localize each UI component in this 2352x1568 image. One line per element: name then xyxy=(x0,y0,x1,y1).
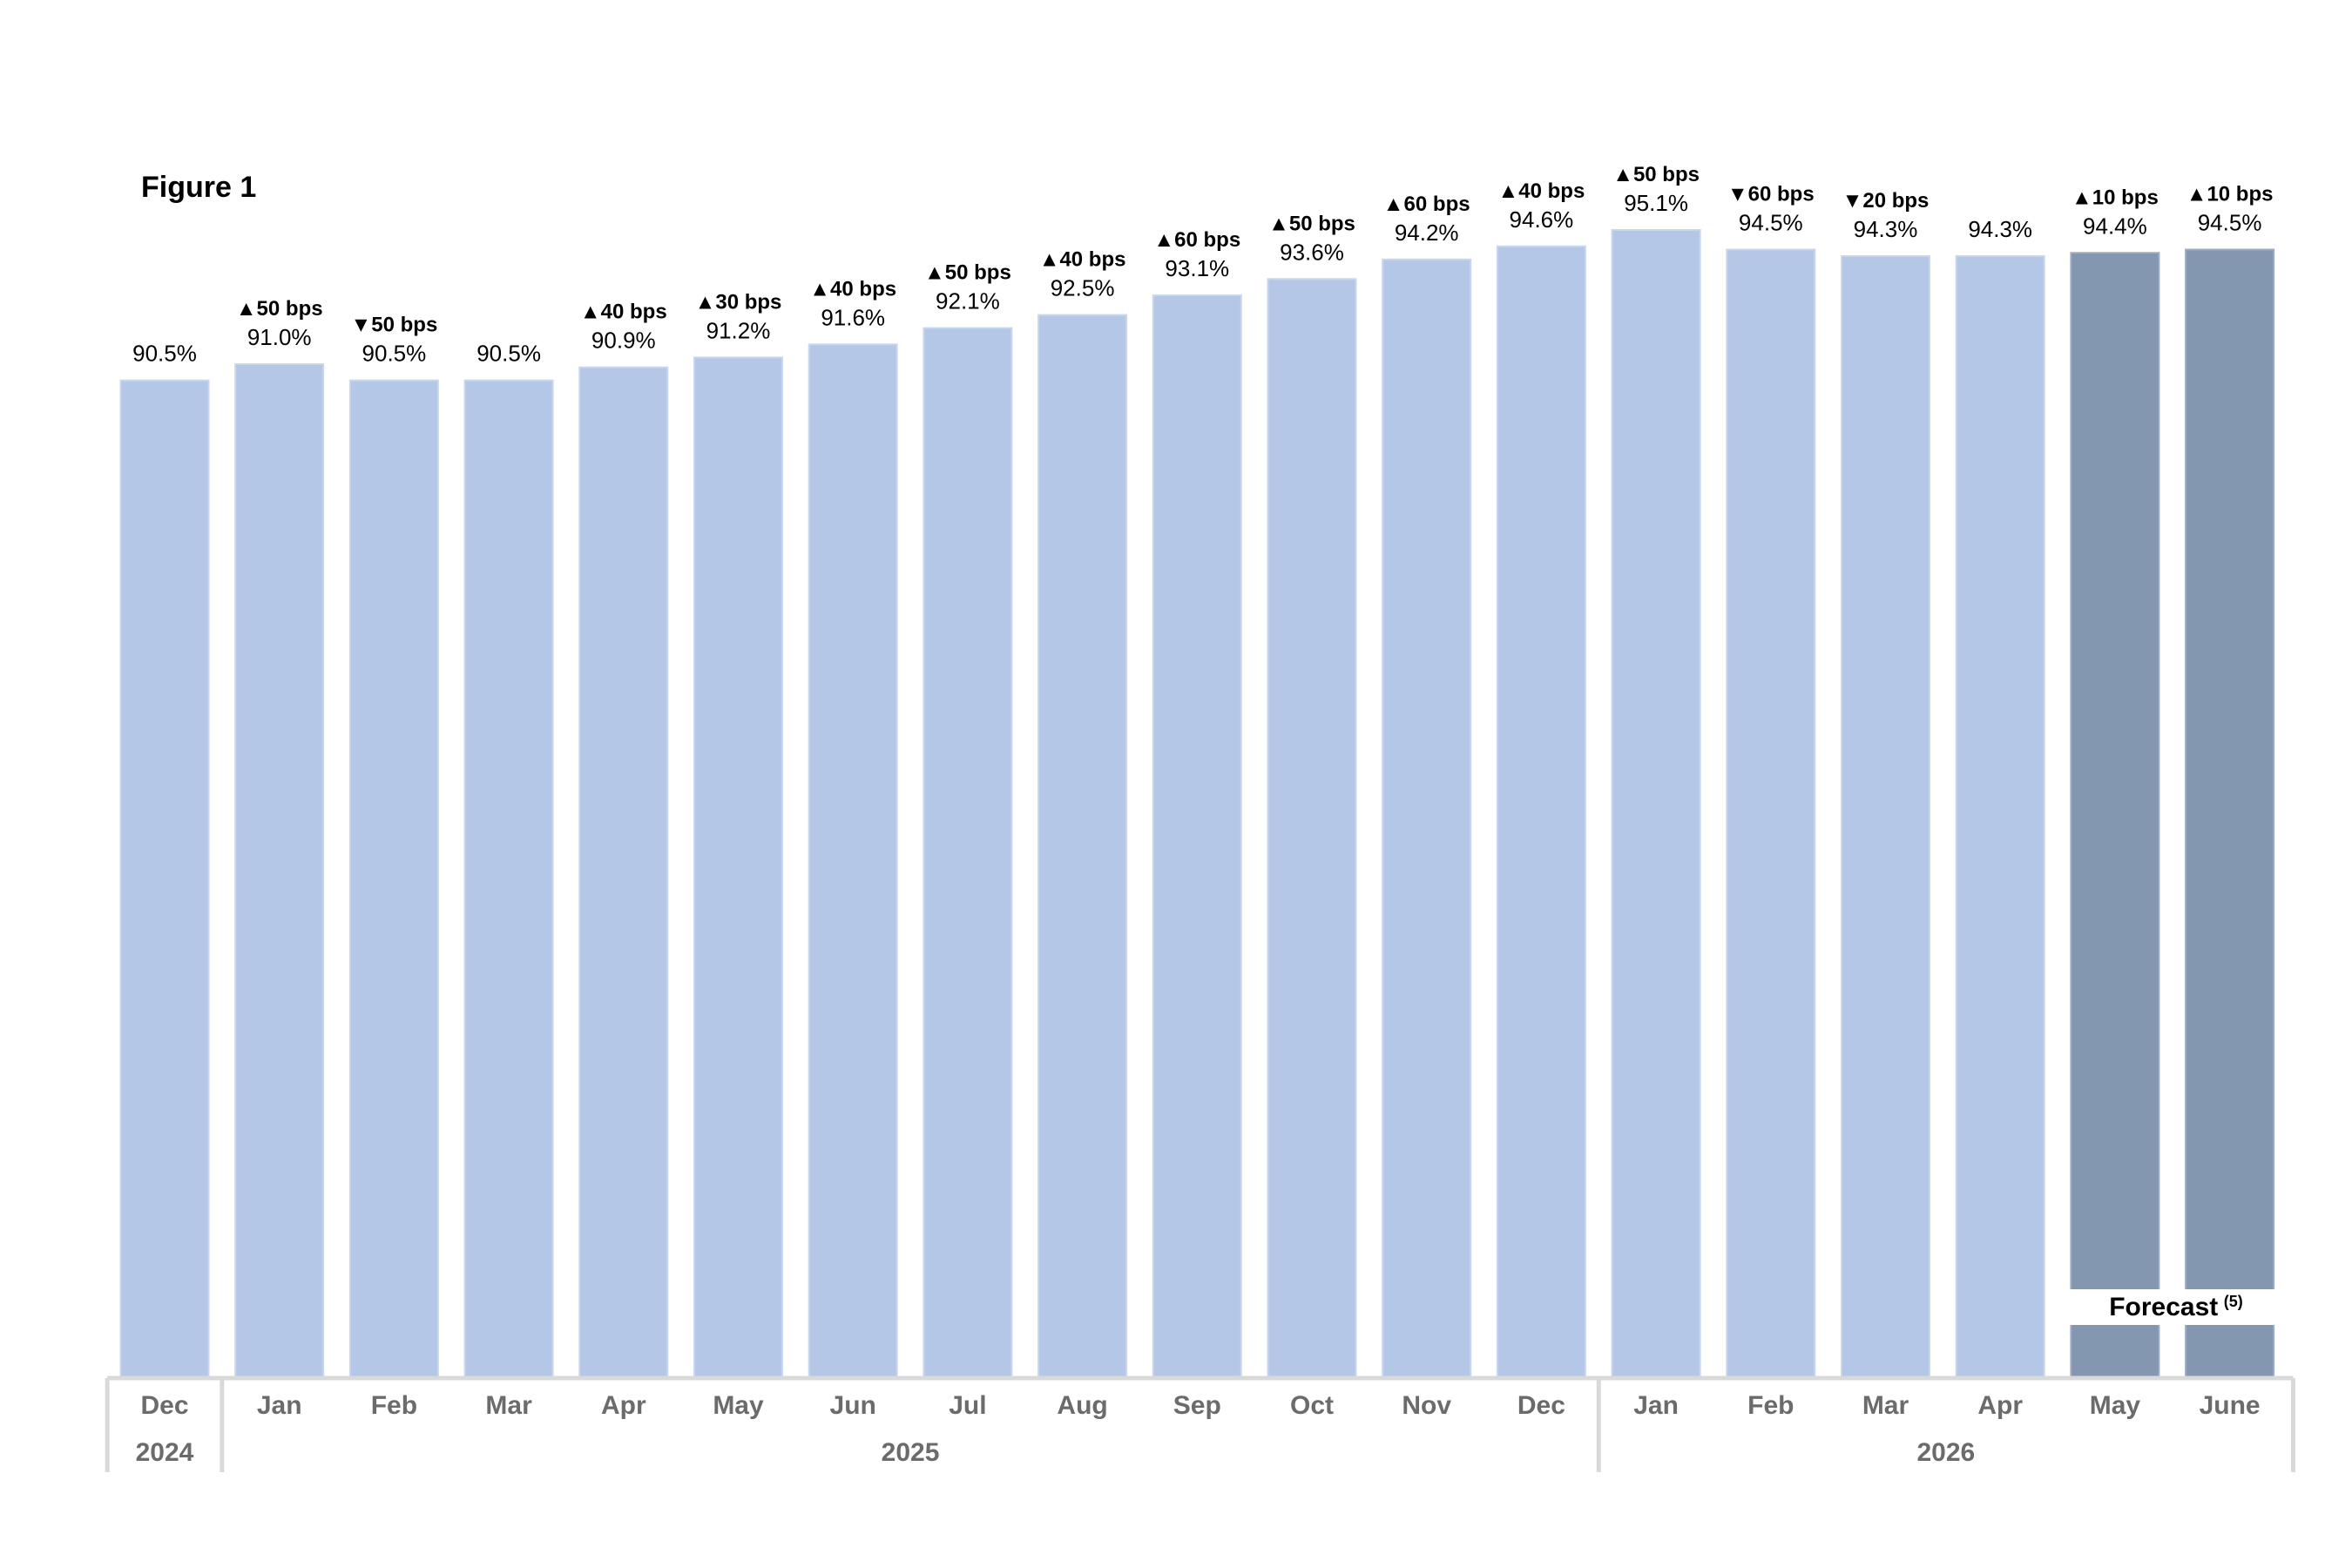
bar xyxy=(1726,248,1816,1379)
month-tick-label: Oct xyxy=(1290,1391,1334,1420)
value-label: 91.2% xyxy=(706,317,771,343)
value-label: 94.6% xyxy=(1510,206,1574,233)
change-label: ▼20 bps xyxy=(1842,189,1930,213)
value-label: 90.5% xyxy=(476,341,541,367)
change-label: ▲10 bps xyxy=(2072,186,2159,209)
forecast-band xyxy=(2067,1289,2278,1325)
month-tick-label: Mar xyxy=(1862,1391,1909,1420)
month-tick-label: Jun xyxy=(830,1391,876,1420)
change-label: ▲40 bps xyxy=(809,277,896,301)
year-label: 2024 xyxy=(136,1438,194,1467)
bar xyxy=(1841,255,1930,1379)
month-tick-label: Mar xyxy=(485,1391,532,1420)
month-tick-label: May xyxy=(713,1391,764,1420)
value-label: 93.6% xyxy=(1280,239,1344,265)
value-label: 94.5% xyxy=(2198,210,2262,236)
value-label: 93.1% xyxy=(1165,255,1229,281)
bar xyxy=(463,379,554,1380)
change-label: ▲40 bps xyxy=(1498,179,1585,203)
bar xyxy=(119,379,210,1380)
month-tick-label: May xyxy=(2090,1391,2141,1420)
change-label: ▲40 bps xyxy=(580,301,667,324)
month-tick-label: Jan xyxy=(257,1391,302,1420)
forecast-bar xyxy=(2185,248,2275,1379)
value-label: 95.1% xyxy=(1624,190,1688,216)
x-axis: Dec Jan Feb Mar Apr May Jun Jul Aug Sep Oct Nov Dec J… xyxy=(105,1375,2295,1472)
bar xyxy=(234,363,325,1379)
bar xyxy=(923,327,1013,1380)
value-label: 90.9% xyxy=(591,328,656,354)
forecast-label: Forecast xyxy=(2109,1293,2218,1321)
year-label: 2026 xyxy=(1916,1438,1975,1467)
month-tick-label: Jan xyxy=(1633,1391,1679,1420)
year-label: 2025 xyxy=(882,1438,940,1467)
value-label: 90.5% xyxy=(362,341,427,367)
change-label: ▲10 bps xyxy=(2186,183,2274,206)
month-tick-label: Dec xyxy=(140,1391,188,1420)
value-label: 91.6% xyxy=(821,304,885,330)
month-tick-label: Apr xyxy=(601,1391,646,1420)
bar xyxy=(1496,245,1586,1379)
bar xyxy=(348,379,439,1380)
month-tick-label: Apr xyxy=(1977,1391,2023,1420)
bar xyxy=(1382,258,1472,1379)
month-tick-label: Jul xyxy=(949,1391,986,1420)
month-tick-label: Sep xyxy=(1173,1391,1221,1420)
month-tick-label: Nov xyxy=(1402,1391,1451,1420)
month-tick-label: Feb xyxy=(1747,1391,1794,1420)
change-label: ▲50 bps xyxy=(924,261,1011,285)
bar xyxy=(1267,278,1357,1379)
change-label: ▲60 bps xyxy=(1153,228,1240,252)
bar xyxy=(578,366,669,1380)
bar xyxy=(808,343,898,1379)
value-label: 92.5% xyxy=(1051,275,1115,301)
labels-layer: Forecast (5) 90.5% 91.0% ▲50 bps 90.5% ▼50 bps… xyxy=(132,163,2278,1325)
value-label: 90.5% xyxy=(132,341,197,367)
bar xyxy=(1955,255,2045,1379)
change-label: ▲60 bps xyxy=(1383,193,1470,216)
value-label: 91.0% xyxy=(247,324,312,350)
value-label: 94.4% xyxy=(2083,213,2147,239)
change-label: ▲30 bps xyxy=(695,290,782,314)
change-label: ▼50 bps xyxy=(351,314,438,337)
bars-layer xyxy=(119,229,2275,1380)
change-label: ▲40 bps xyxy=(1039,248,1126,272)
change-label: ▲50 bps xyxy=(1268,212,1355,235)
value-label: 94.2% xyxy=(1395,220,1459,246)
month-tick-label: June xyxy=(2200,1391,2261,1420)
value-label: 94.5% xyxy=(1739,210,1803,236)
bar xyxy=(1037,314,1128,1380)
change-label: ▲50 bps xyxy=(236,297,323,321)
month-tick-label: Feb xyxy=(371,1391,417,1420)
forecast-bar xyxy=(2070,252,2160,1379)
change-label: ▲50 bps xyxy=(1612,163,1700,186)
figure-title: Figure 1 xyxy=(141,171,256,204)
change-label: ▼60 bps xyxy=(1727,183,1815,206)
bar xyxy=(1611,229,1701,1379)
forecast-footnote: (5) xyxy=(2224,1293,2243,1310)
month-tick-label: Dec xyxy=(1517,1391,1565,1420)
bar xyxy=(693,356,783,1379)
month-tick-label: Aug xyxy=(1057,1391,1107,1420)
value-label: 94.3% xyxy=(1968,216,2032,242)
bar xyxy=(1152,294,1242,1380)
value-label: 92.1% xyxy=(936,288,1000,314)
value-label: 94.3% xyxy=(1854,216,1918,242)
